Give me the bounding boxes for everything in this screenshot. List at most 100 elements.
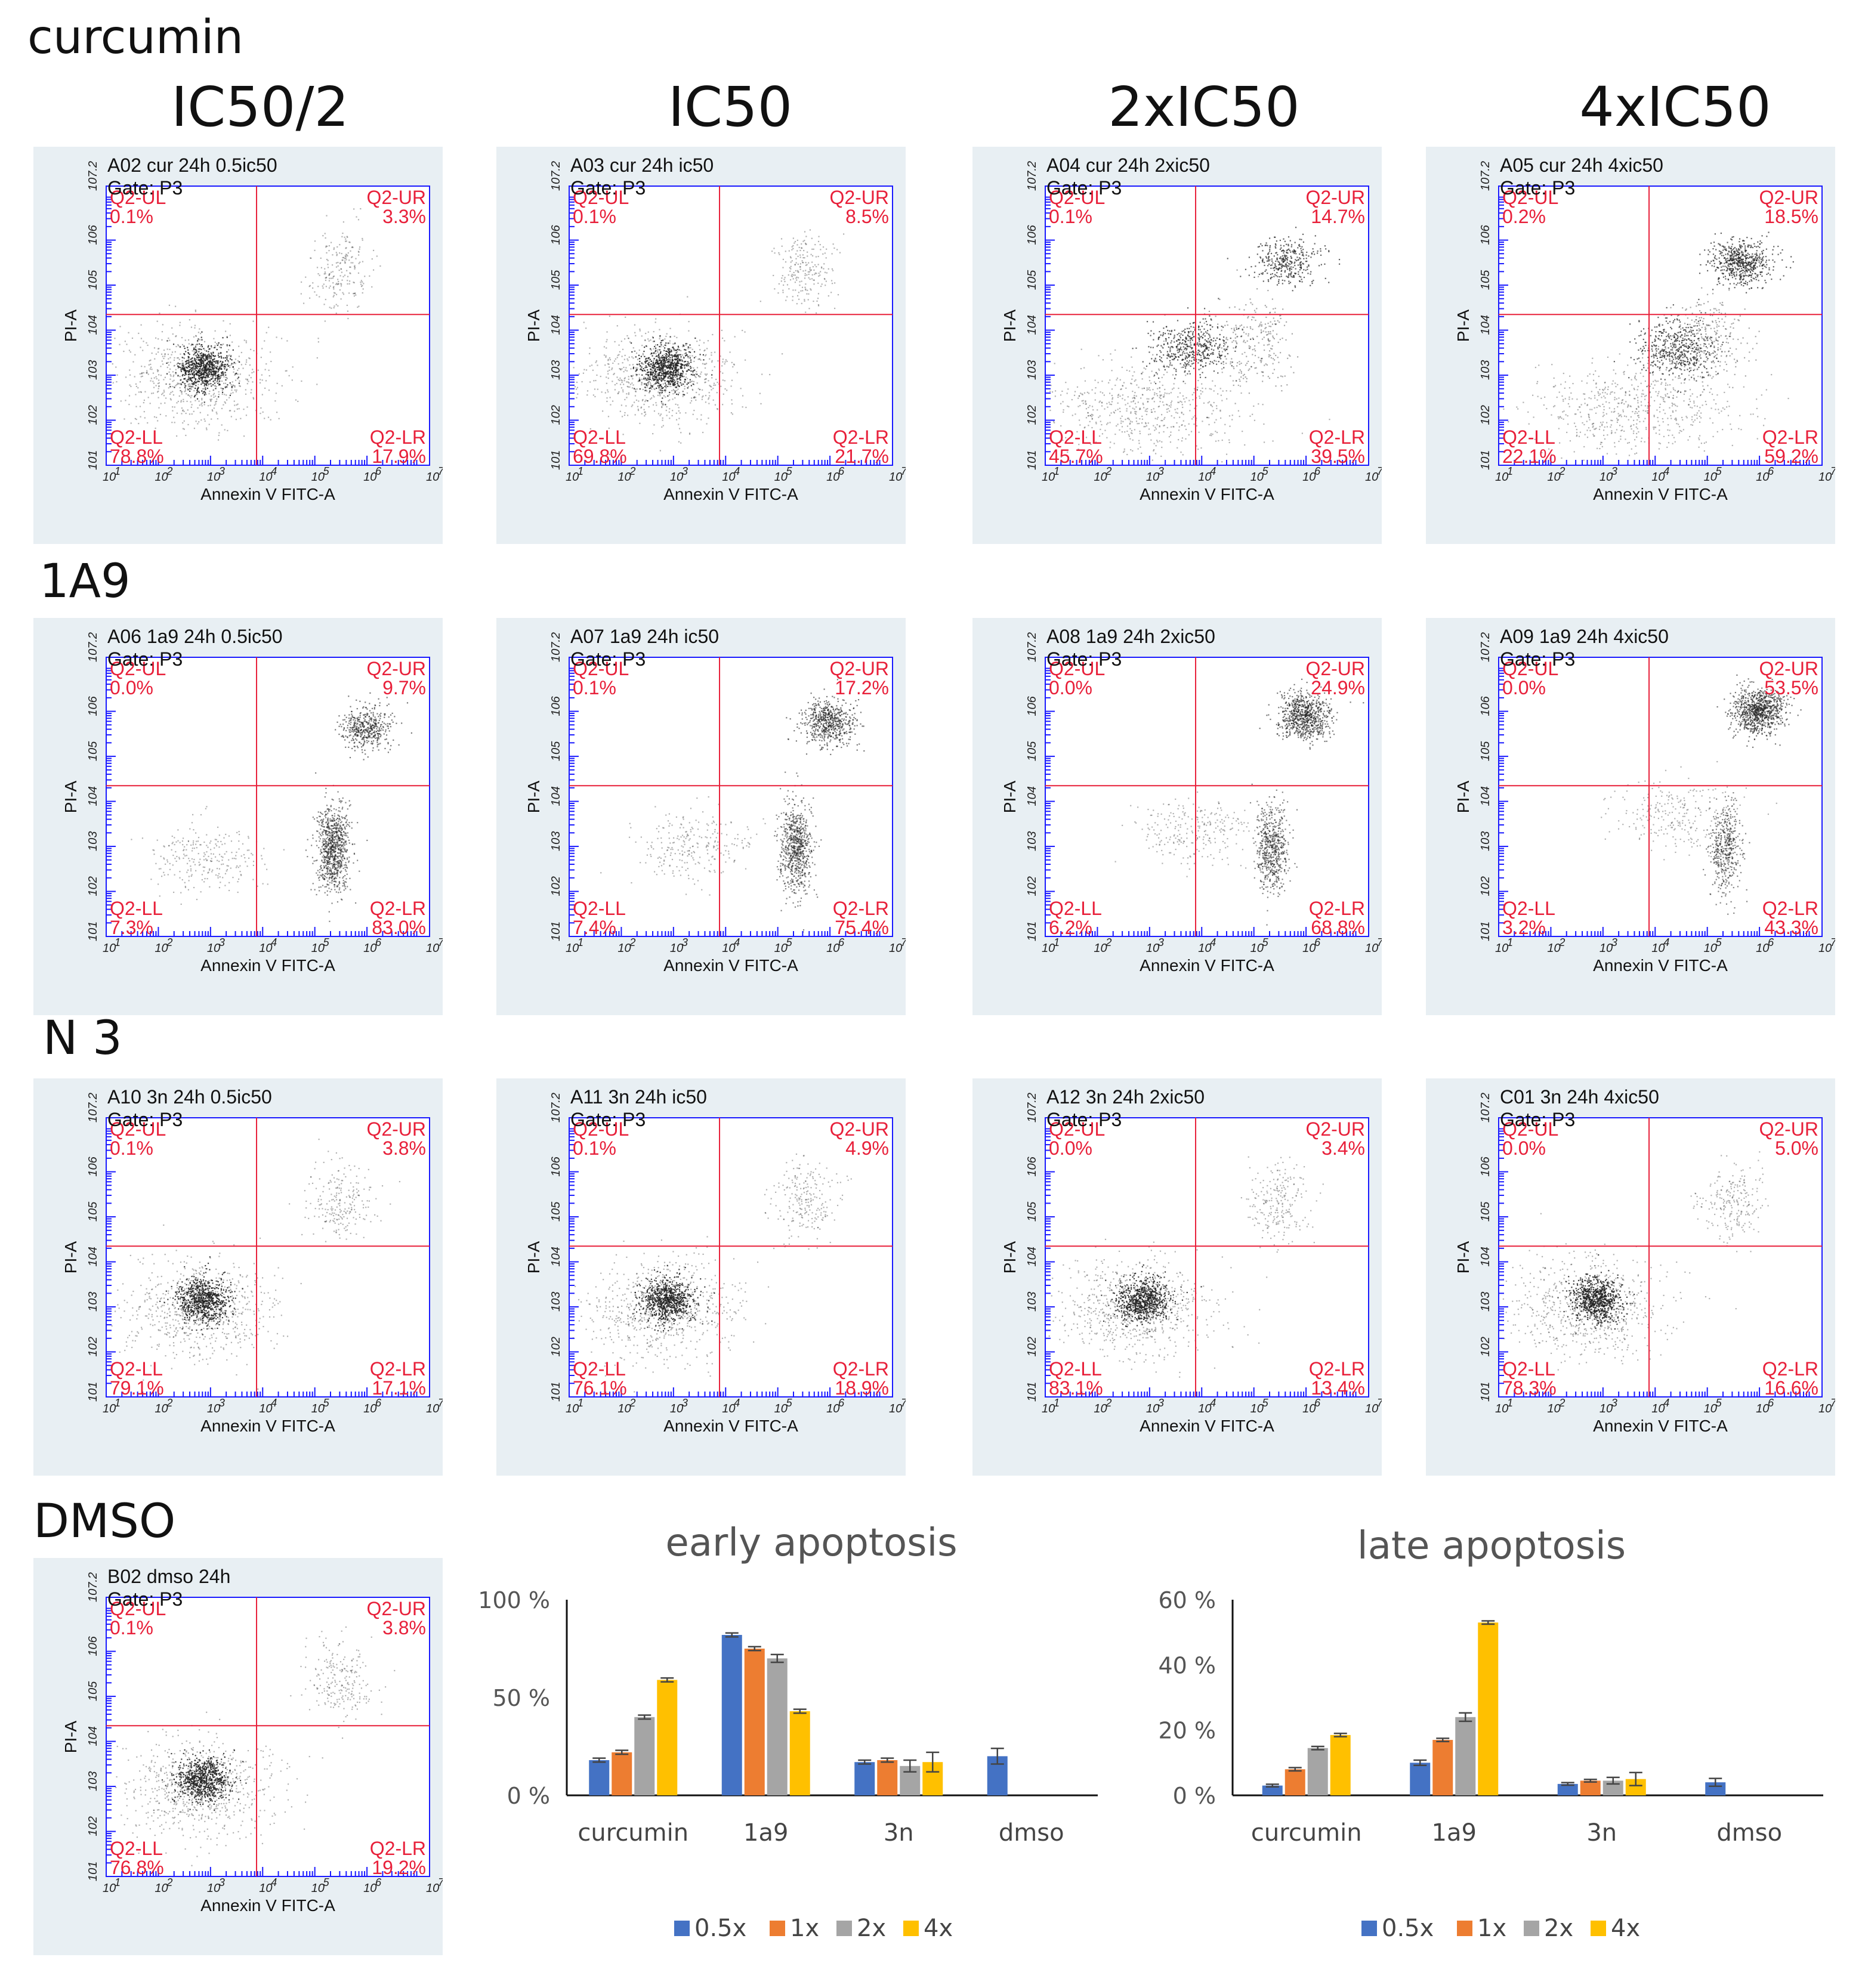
sample-name: A09 1a9 24h 4xic50	[1500, 625, 1669, 648]
sample-name: A05 cur 24h 4xic50	[1500, 154, 1663, 177]
bar-1x	[1284, 1769, 1305, 1795]
column-header-ic50: IC50	[575, 75, 885, 139]
bar-4x	[1478, 1622, 1499, 1795]
svg-text:6: 6	[838, 465, 845, 477]
svg-text:Q2-LL: Q2-LL	[573, 426, 626, 448]
svg-text:5: 5	[786, 465, 793, 477]
svg-text:7.2: 7.2	[901, 465, 906, 477]
bar-1x	[877, 1760, 898, 1795]
y-tick-label: 50 %	[492, 1685, 550, 1711]
late-apoptosis-chart: 0 % 20 % 40 % 60 % curcumin 1a9 3n dmso 0.5x 1x 2x…	[1158, 1587, 1823, 1942]
y-tick-label: 40 %	[1158, 1652, 1216, 1678]
svg-text:Q2-UL: Q2-UL	[110, 187, 166, 208]
flow-panel: 101101102102103103104104105105106106107.…	[1426, 1078, 1835, 1476]
event-dots	[1601, 674, 1802, 915]
svg-text:0.1%: 0.1%	[573, 206, 616, 227]
svg-text:103: 103	[549, 360, 563, 380]
svg-text:10: 10	[155, 471, 168, 484]
gate-label: Gate: P3	[107, 1588, 230, 1610]
error-bar	[615, 1749, 629, 1755]
svg-text:107.2: 107.2	[87, 161, 100, 191]
svg-text:PI-A: PI-A	[524, 309, 543, 342]
sample-name: A08 1a9 24h 2xic50	[1046, 625, 1215, 648]
sample-name: A10 3n 24h 0.5ic50	[107, 1086, 272, 1108]
panel-title: B02 dmso 24h Gate: P3	[107, 1565, 230, 1610]
svg-text:2: 2	[166, 465, 172, 477]
event-dots	[111, 1139, 401, 1391]
gate-label: Gate: P3	[107, 648, 283, 670]
event-dots	[1048, 1156, 1324, 1378]
legend-label: 0.5x	[694, 1915, 746, 1942]
row-label-n3: N 3	[43, 1012, 122, 1065]
panel-title: A08 1a9 24h 2xic50 Gate: P3	[1046, 625, 1215, 670]
legend-label: 2x	[857, 1915, 886, 1942]
row-label-1a9: 1A9	[39, 555, 131, 608]
sample-name: A04 cur 24h 2xic50	[1046, 154, 1210, 177]
bar-1x	[1580, 1780, 1601, 1795]
y-tick-label: 100 %	[478, 1587, 550, 1613]
flow-panel: 101101102102103103104104105105106106107.…	[1426, 147, 1835, 544]
svg-text:10: 10	[617, 471, 631, 484]
chart-title-late-apoptosis: late apoptosis	[1134, 1524, 1849, 1568]
svg-text:3: 3	[219, 465, 225, 477]
gate-label: Gate: P3	[1500, 177, 1663, 199]
svg-text:10: 10	[363, 471, 376, 484]
legend-label: 0.5x	[1382, 1915, 1434, 1942]
y-tick-label: 0 %	[507, 1783, 550, 1809]
event-dots	[112, 208, 381, 441]
column-header-ic50-half: IC50/2	[105, 75, 415, 139]
error-bar	[881, 1757, 894, 1763]
bar-0.5x	[721, 1635, 742, 1795]
event-dots	[573, 229, 845, 455]
gate-label: Gate: P3	[570, 1108, 707, 1131]
svg-text:Q2-UL: Q2-UL	[573, 187, 629, 208]
bar-0.5x	[854, 1762, 875, 1795]
panel-title: A10 3n 24h 0.5ic50 Gate: P3	[107, 1086, 272, 1131]
flow-panel: 101101102102103103104104105105106106107.…	[972, 618, 1382, 1015]
svg-text:10: 10	[207, 471, 220, 484]
error-bar	[1459, 1712, 1472, 1723]
error-bar	[926, 1751, 940, 1773]
y-tick-label: 0 %	[1173, 1783, 1216, 1809]
panel-title: A11 3n 24h ic50 Gate: P3	[570, 1086, 707, 1131]
svg-text:17.9%: 17.9%	[372, 446, 426, 467]
bar-1x	[744, 1649, 765, 1795]
gate-label: Gate: P3	[1500, 648, 1669, 670]
bar-0.5x	[1557, 1783, 1578, 1795]
svg-text:101: 101	[549, 450, 563, 470]
svg-text:7.2: 7.2	[438, 465, 443, 477]
sample-name: A03 cur 24h ic50	[570, 154, 714, 177]
svg-text:1: 1	[578, 465, 583, 477]
error-bar	[858, 1759, 872, 1765]
bar-0.5x	[1410, 1763, 1431, 1795]
sample-name: A12 3n 24h 2xic50	[1046, 1086, 1205, 1108]
sample-name: A11 3n 24h ic50	[570, 1086, 707, 1108]
flow-panel: 101101102102103103104104105105106106107.…	[33, 1078, 443, 1476]
error-bar	[1265, 1783, 1279, 1788]
flow-panel: 101101102102103103104104105105106106107.…	[33, 1558, 443, 1955]
panel-title: A03 cur 24h ic50 Gate: P3	[570, 154, 714, 199]
error-bar	[1561, 1782, 1574, 1786]
legend-label: 4x	[924, 1915, 953, 1942]
svg-text:10: 10	[670, 471, 683, 484]
error-bar	[793, 1708, 807, 1714]
bar-2x	[767, 1658, 788, 1795]
svg-text:10: 10	[311, 471, 325, 484]
x-tick-label: 1a9	[1432, 1819, 1477, 1847]
svg-text:Q2-LL: Q2-LL	[110, 426, 163, 448]
y-tick-label: 20 %	[1158, 1718, 1216, 1744]
gate-label: Gate: P3	[1046, 648, 1215, 670]
svg-text:10: 10	[103, 471, 116, 484]
error-bar	[638, 1714, 651, 1720]
svg-text:4: 4	[271, 465, 277, 477]
y-tick-label: 60 %	[1158, 1587, 1216, 1613]
svg-text:Annexin V FITC-A: Annexin V FITC-A	[200, 485, 335, 503]
svg-text:69.8%: 69.8%	[573, 446, 627, 467]
error-bar	[990, 1748, 1004, 1765]
legend-swatch	[1457, 1921, 1472, 1936]
error-bar	[1709, 1777, 1722, 1787]
column-header-2x-ic50: 2xIC50	[1049, 75, 1359, 139]
sample-name: B02 dmso 24h	[107, 1565, 230, 1588]
svg-text:105: 105	[549, 270, 563, 290]
legend-label: 4x	[1611, 1915, 1640, 1942]
